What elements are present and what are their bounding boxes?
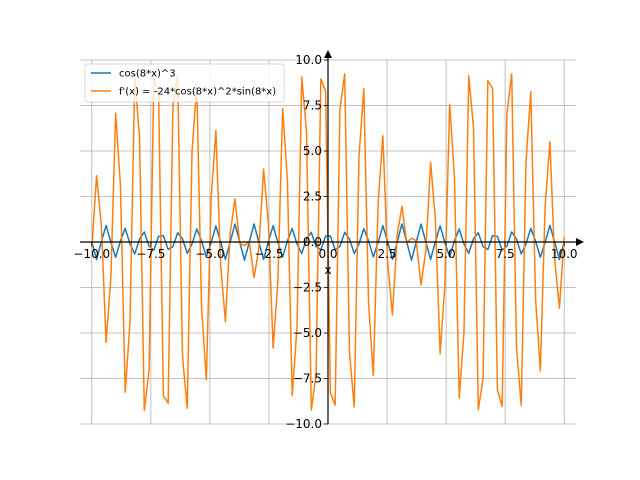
x-tick-label: 10.0 xyxy=(551,247,578,261)
y-tick-label: −2.5 xyxy=(293,281,322,295)
y-tick-label: 2.5 xyxy=(303,190,322,204)
y-tick-label: −10.0 xyxy=(285,417,322,431)
x-tick-label: 2.5 xyxy=(378,247,397,261)
x-tick-label: −5.0 xyxy=(195,247,224,261)
x-tick-label: −7.5 xyxy=(136,247,165,261)
y-tick-label: −5.0 xyxy=(293,326,322,340)
x-tick-label: 0.0 xyxy=(318,247,337,261)
y-tick-label: 5.0 xyxy=(303,144,322,158)
y-tick-label: −7.5 xyxy=(293,372,322,386)
x-tick-label: −2.5 xyxy=(254,247,283,261)
legend: cos(8*x)^3 f'(x) = -24*cos(8*x)^2*sin(8*x… xyxy=(84,63,285,103)
x-tick-label: −10.0 xyxy=(73,247,110,261)
y-tick-label: 0.0 xyxy=(303,235,322,249)
axes xyxy=(80,50,584,424)
legend-box xyxy=(84,63,285,103)
x-axis-label: x xyxy=(324,263,331,277)
ticks: −10.0 −7.5 −5.0 −2.5 0.0 2.5 5.0 7.5 10.0 −10.0 −7… xyxy=(73,53,577,431)
x-tick-label: 7.5 xyxy=(496,247,515,261)
legend-label-1: cos(8*x)^3 xyxy=(119,69,176,80)
x-axis-arrow xyxy=(576,238,584,246)
y-axis-arrow xyxy=(324,50,332,58)
y-tick-label: 10.0 xyxy=(295,53,322,67)
y-tick-label: 7.5 xyxy=(303,99,322,113)
x-tick-label: 5.0 xyxy=(437,247,456,261)
legend-label-2: f'(x) = -24*cos(8*x)^2*sin(8*x) xyxy=(119,87,276,98)
